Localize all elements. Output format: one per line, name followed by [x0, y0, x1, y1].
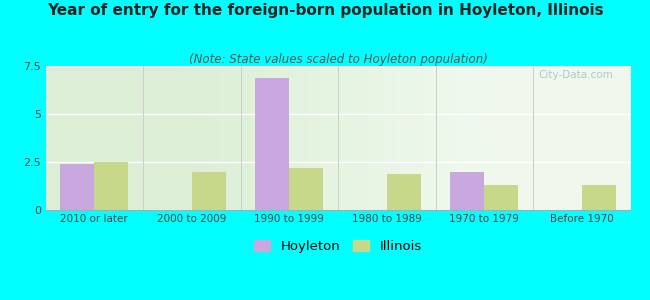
Title: (Note: State values scaled to Hoyleton population): (Note: State values scaled to Hoyleton p… — [188, 53, 488, 66]
Bar — [289, 168, 324, 210]
Bar — [582, 185, 616, 210]
Bar — [484, 185, 519, 210]
Bar — [60, 164, 94, 210]
Bar — [387, 175, 421, 210]
Bar — [192, 172, 226, 210]
Legend: Hoyleton, Illinois: Hoyleton, Illinois — [249, 235, 427, 258]
Text: City-Data.com: City-Data.com — [538, 70, 613, 80]
Text: Year of entry for the foreign-born population in Hoyleton, Illinois: Year of entry for the foreign-born popul… — [47, 3, 603, 18]
Bar — [450, 172, 484, 210]
Bar — [255, 79, 289, 210]
Bar — [94, 162, 129, 210]
